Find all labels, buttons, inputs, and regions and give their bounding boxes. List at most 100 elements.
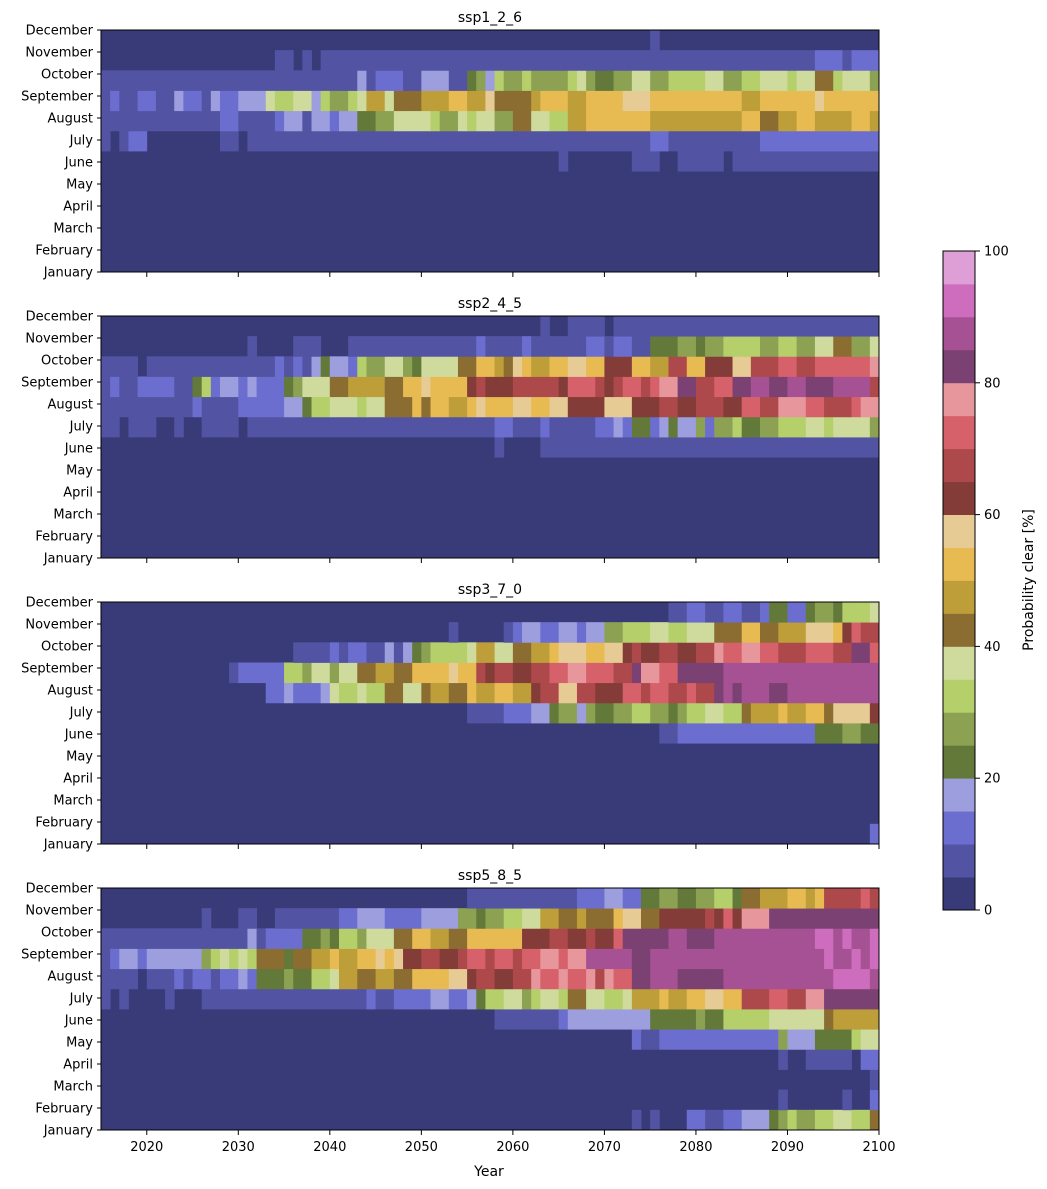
- colorbar-swatch: [943, 712, 975, 746]
- heatmap-cell: [659, 908, 679, 929]
- heatmap-cell: [467, 682, 477, 704]
- heatmap-cell: [476, 968, 495, 990]
- heatmap-cell: [357, 396, 367, 418]
- heatmap-cell: [503, 908, 523, 929]
- heatmap-cell: [238, 908, 257, 929]
- heatmap-cell: [531, 356, 550, 377]
- colorbar-tick-label: 60: [984, 508, 1001, 523]
- heatmap-cell: [302, 356, 312, 377]
- y-tick-label: February: [35, 1102, 93, 1117]
- heatmap-cell: [833, 948, 852, 970]
- heatmap-cell: [860, 1049, 880, 1070]
- axes-frame: [100, 315, 880, 559]
- heatmap-cell: [851, 50, 880, 71]
- heatmap-cell: [503, 356, 514, 377]
- axes-frame: [100, 887, 880, 1131]
- heatmap-cell: [732, 908, 743, 929]
- heatmap-cell: [238, 662, 285, 684]
- heatmap-cell: [421, 948, 441, 970]
- heatmap-cell: [869, 1109, 880, 1131]
- heatmap-cell: [869, 602, 880, 623]
- y-tick-label: October: [41, 354, 94, 369]
- heatmap-cell: [284, 662, 303, 684]
- heatmap-cell: [641, 888, 660, 909]
- heatmap-cell: [631, 948, 651, 970]
- heatmap-cell: [494, 90, 532, 112]
- heatmap-cell: [448, 988, 468, 1010]
- colorbar-swatch: [943, 646, 975, 680]
- heatmap-cell: [631, 356, 651, 377]
- heatmap-cell: [229, 662, 239, 684]
- y-tick-label: February: [35, 530, 93, 545]
- colorbar-swatch: [943, 251, 975, 285]
- heatmap-cell: [567, 988, 587, 1010]
- heatmap-cell: [705, 968, 724, 990]
- heatmap-cell: [403, 376, 422, 398]
- y-tick-label: May: [66, 178, 93, 193]
- heatmap-cell: [531, 928, 550, 949]
- y-tick-label: October: [41, 68, 94, 83]
- heatmap-cell: [293, 948, 312, 970]
- heatmap-cell: [586, 702, 596, 724]
- heatmap-cell: [101, 70, 358, 91]
- heatmap-cell: [586, 90, 624, 112]
- heatmap-cell: [787, 70, 798, 91]
- heatmap-cell: [522, 988, 532, 1010]
- x-tick-label: 2040: [313, 1140, 346, 1155]
- heatmap-cell: [412, 968, 450, 990]
- heatmap-cell: [485, 336, 523, 357]
- heatmap-cell: [503, 702, 532, 724]
- heatmap-cell: [787, 702, 807, 724]
- heatmap-cell: [705, 1109, 724, 1131]
- heatmap-cell: [357, 928, 367, 949]
- heatmap-cell: [732, 888, 743, 909]
- heatmap-cell: [238, 110, 276, 132]
- heatmap-cell: [814, 1029, 852, 1050]
- colorbar-swatch: [943, 745, 975, 779]
- heatmap-cell: [778, 336, 798, 357]
- heatmap-cell: [412, 356, 422, 377]
- heatmap-cell: [531, 662, 550, 684]
- heatmap-cell: [723, 908, 733, 929]
- heatmap-cell: [833, 70, 843, 91]
- heatmap-cell: [869, 823, 880, 845]
- heatmap-cell: [393, 928, 413, 949]
- heatmap-cell: [101, 988, 111, 1010]
- heatmap-cell: [595, 416, 614, 438]
- heatmap-cell: [485, 908, 505, 929]
- heatmap-cell: [357, 110, 376, 132]
- heatmap-cell: [842, 928, 852, 949]
- heatmap-cell: [256, 968, 285, 990]
- heatmap-cell: [512, 110, 532, 132]
- heatmap-cell: [439, 110, 459, 132]
- heatmap-cell: [741, 988, 770, 1010]
- x-tick-label: 2080: [679, 1140, 712, 1155]
- heatmap-cell: [403, 948, 422, 970]
- heatmap-cell: [293, 908, 322, 929]
- heatmap-cell: [558, 682, 578, 704]
- heatmap-cell: [366, 90, 386, 112]
- heatmap-cell: [119, 90, 139, 112]
- heatmap-cell: [558, 1009, 569, 1030]
- heatmap-cell: [869, 642, 880, 663]
- heatmap-cell: [869, 702, 880, 724]
- heatmap-cell: [247, 968, 257, 990]
- heatmap-cell: [485, 988, 505, 1010]
- heatmap-cell: [695, 1009, 706, 1030]
- heatmap-cell: [384, 908, 404, 929]
- heatmap-cell: [869, 948, 880, 970]
- heatmap-cell: [824, 948, 834, 970]
- heatmap-cell: [650, 130, 669, 152]
- heatmap-cell: [302, 396, 312, 418]
- colorbar: 0 20 40 60 80 100: [942, 245, 1009, 919]
- heatmap-cell: [393, 968, 413, 990]
- heatmap-cell: [494, 1009, 560, 1030]
- y-tick-label: April: [63, 200, 93, 215]
- heatmap-cell: [705, 416, 715, 438]
- heatmap-cell: [778, 1029, 788, 1050]
- heatmap-cell: [769, 988, 788, 1010]
- heatmap-cell: [567, 356, 587, 377]
- heatmap-cell: [668, 702, 679, 724]
- heatmap-cell: [540, 988, 560, 1010]
- heatmap-cell: [723, 988, 743, 1010]
